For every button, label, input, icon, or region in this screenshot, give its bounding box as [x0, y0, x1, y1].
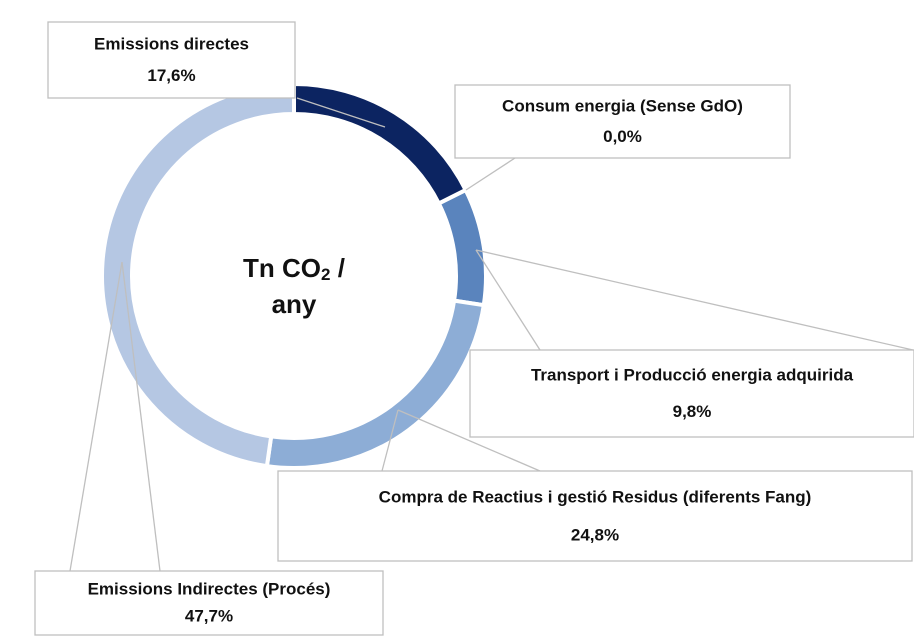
leader-line: [121, 261, 161, 572]
leader-line: [381, 409, 399, 472]
value-label: 17,6%: [147, 66, 195, 85]
value-label: 24,8%: [571, 525, 619, 544]
label-box: [34, 570, 384, 636]
label-box: [454, 84, 791, 159]
slice: [436, 187, 488, 308]
leader-line: [475, 249, 914, 351]
center-subscript: 2: [321, 265, 330, 284]
leader-lines: [69, 97, 914, 572]
center-text: Tn CO: [243, 253, 321, 283]
leader-line: [475, 249, 541, 351]
center-suffix: /: [331, 253, 345, 283]
category-label: Transport i Producció energia adquirida: [531, 366, 854, 385]
labels: Emissions directes 17,6% Consum energia (S…: [34, 21, 914, 636]
leader-line: [397, 409, 541, 472]
label-box: [47, 21, 296, 99]
label-box: [277, 470, 913, 562]
category-label: Compra de Reactius i gestió Residus (dif…: [379, 487, 812, 506]
value-label: 9,8%: [673, 402, 712, 421]
value-label: 0,0%: [603, 127, 642, 146]
label-box: [469, 349, 914, 438]
slice: [264, 298, 487, 470]
donut: [100, 81, 488, 470]
value-label: 47,7%: [185, 607, 233, 626]
center-label: Tn CO2 /: [243, 253, 345, 285]
leader-line: [296, 97, 386, 128]
slice: [292, 81, 469, 207]
center-label-line2: any: [272, 289, 317, 319]
leader-line: [69, 261, 123, 572]
category-label: Consum energia (Sense GdO): [502, 96, 743, 115]
leader-line: [465, 157, 516, 191]
category-label: Emissions directes: [94, 34, 249, 53]
category-label: Emissions Indirectes (Procés): [88, 580, 331, 599]
